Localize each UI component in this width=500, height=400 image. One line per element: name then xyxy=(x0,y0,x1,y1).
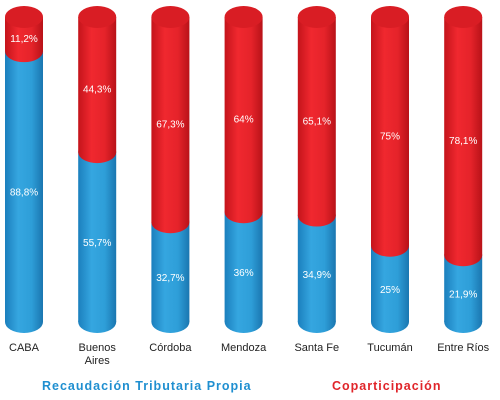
bar-coparticipacion-base xyxy=(224,201,263,224)
data-label-recaudacion: 21,9% xyxy=(449,290,477,301)
bar-recaudacion-base xyxy=(78,311,117,333)
bar-top-cap xyxy=(444,6,483,28)
bar-coparticipacion xyxy=(151,17,190,223)
data-label-coparticipacion: 67,3% xyxy=(156,120,184,131)
bar-top-cap xyxy=(5,6,43,28)
bar-recaudacion-base xyxy=(224,311,263,333)
bar-recaudacion xyxy=(5,51,43,322)
bar-recaudacion xyxy=(444,255,483,322)
bar-top-cap xyxy=(151,6,190,28)
data-label-recaudacion: 55,7% xyxy=(83,238,111,249)
data-label-coparticipacion: 75% xyxy=(380,131,400,142)
data-label-coparticipacion: 44,3% xyxy=(83,85,111,96)
bar-top-cap xyxy=(78,6,117,28)
data-label-recaudacion: 88,8% xyxy=(10,188,38,199)
bar-recaudacion-base xyxy=(371,311,409,333)
category-label: Mendoza xyxy=(221,342,267,354)
bar-recaudacion xyxy=(151,222,190,322)
bar-coparticipacion-base xyxy=(444,244,483,267)
data-label-coparticipacion: 11,2% xyxy=(10,34,38,45)
bar-coparticipacion-base xyxy=(5,40,43,63)
category-label: Córdoba xyxy=(149,342,192,354)
bar-top-cap xyxy=(297,6,336,28)
category-label: Santa Fe xyxy=(294,342,339,354)
data-label-coparticipacion: 78,1% xyxy=(449,136,477,147)
data-label-recaudacion: 34,9% xyxy=(303,270,331,281)
bar-group: 11,2% 88,8% CABA xyxy=(5,6,43,354)
category-label: Buenos xyxy=(79,342,117,354)
category-label: CABA xyxy=(9,342,40,354)
bar-group: 65,1% 34,9% Santa Fe xyxy=(294,6,339,354)
bar-group: 75% 25% Tucumán xyxy=(367,6,413,354)
data-label-coparticipacion: 64% xyxy=(234,115,254,126)
bar-group: 67,3% 32,7% Córdoba xyxy=(149,6,192,354)
category-label: Aires xyxy=(85,355,111,367)
bar-coparticipacion xyxy=(224,17,263,213)
bar-coparticipacion-base xyxy=(371,234,409,257)
bar-coparticipacion xyxy=(297,17,336,216)
data-label-recaudacion: 32,7% xyxy=(156,273,184,284)
bar-coparticipacion-base xyxy=(78,141,117,164)
bar-coparticipacion-base xyxy=(151,211,190,234)
data-label-recaudacion: 36% xyxy=(234,268,254,279)
data-label-coparticipacion: 65,1% xyxy=(303,116,331,127)
bar-recaudacion-base xyxy=(151,311,190,333)
bar-coparticipacion xyxy=(444,17,483,256)
bar-group: 64% 36% Mendoza xyxy=(221,6,267,354)
bar-recaudacion xyxy=(297,215,336,322)
legend-recaudacion: Recaudación Tributaria Propia xyxy=(42,379,252,393)
bar-recaudacion-base xyxy=(297,311,336,333)
bar-coparticipacion xyxy=(371,17,409,246)
data-label-recaudacion: 25% xyxy=(380,285,400,296)
bar-top-cap xyxy=(224,6,263,28)
bar-recaudacion-base xyxy=(5,311,43,333)
bar-recaudacion-base xyxy=(444,311,483,333)
bar-group: 78,1% 21,9% Entre Ríos xyxy=(437,6,490,354)
bar-coparticipacion xyxy=(78,17,117,153)
bar-recaudacion xyxy=(78,152,117,322)
legend-coparticipacion: Coparticipación xyxy=(332,379,442,393)
category-label: Tucumán xyxy=(367,342,412,354)
category-label: Entre Ríos xyxy=(437,342,489,354)
bar-recaudacion xyxy=(224,212,263,322)
bar-coparticipacion-base xyxy=(297,204,336,227)
bar-top-cap xyxy=(371,6,409,28)
bar-recaudacion xyxy=(371,245,409,322)
